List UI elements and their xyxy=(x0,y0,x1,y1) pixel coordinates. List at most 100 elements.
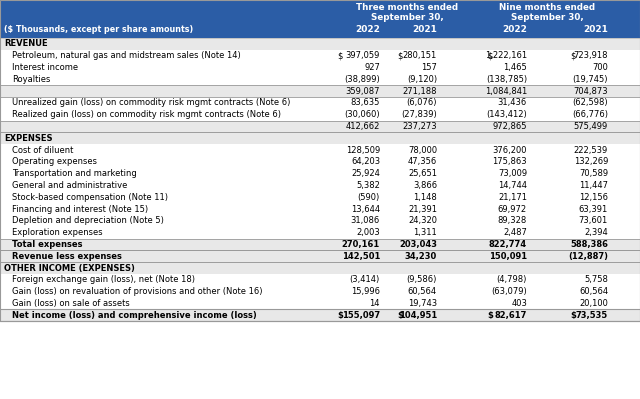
Bar xyxy=(0,168,640,180)
Text: 403: 403 xyxy=(511,299,527,308)
Bar xyxy=(0,192,640,203)
Text: 63,391: 63,391 xyxy=(579,205,608,213)
Text: Royalties: Royalties xyxy=(12,75,51,84)
Text: 73,601: 73,601 xyxy=(579,216,608,225)
Text: (4,798): (4,798) xyxy=(497,275,527,284)
Text: 21,391: 21,391 xyxy=(408,205,437,213)
Text: 704,873: 704,873 xyxy=(573,87,608,96)
Text: Gain (loss) on revaluation of provisions and other (Note 16): Gain (loss) on revaluation of provisions… xyxy=(12,287,262,296)
Text: $: $ xyxy=(397,311,403,320)
Text: Total expenses: Total expenses xyxy=(12,240,83,249)
Text: (66,776): (66,776) xyxy=(572,110,608,119)
Bar xyxy=(0,274,640,286)
Text: 82,617: 82,617 xyxy=(495,311,527,320)
Text: Petroleum, natural gas and midstream sales (Note 14): Petroleum, natural gas and midstream sal… xyxy=(12,51,241,60)
Bar xyxy=(0,61,640,73)
Text: Financing and interest (Note 15): Financing and interest (Note 15) xyxy=(12,205,148,213)
Bar xyxy=(0,120,640,132)
Text: OTHER INCOME (EXPENSES): OTHER INCOME (EXPENSES) xyxy=(4,264,135,273)
Text: 2,394: 2,394 xyxy=(584,228,608,237)
Text: 222,539: 222,539 xyxy=(573,146,608,154)
Text: 723,918: 723,918 xyxy=(573,51,608,60)
Text: Operating expenses: Operating expenses xyxy=(12,157,97,166)
Text: $: $ xyxy=(570,51,575,60)
Text: 1,148: 1,148 xyxy=(413,193,437,202)
Text: Nine months ended: Nine months ended xyxy=(499,4,595,12)
Text: Realized gain (loss) on commodity risk mgmt contracts (Note 6): Realized gain (loss) on commodity risk m… xyxy=(12,110,281,119)
Text: (19,745): (19,745) xyxy=(573,75,608,84)
Text: 575,499: 575,499 xyxy=(573,122,608,131)
Text: 5,382: 5,382 xyxy=(356,181,380,190)
Text: 64,203: 64,203 xyxy=(351,157,380,166)
Text: 47,356: 47,356 xyxy=(408,157,437,166)
Text: 237,273: 237,273 xyxy=(403,122,437,131)
Text: Three months ended: Three months ended xyxy=(356,4,458,12)
Text: 927: 927 xyxy=(364,63,380,72)
Bar xyxy=(0,203,640,215)
Text: Stock-based compensation (Note 11): Stock-based compensation (Note 11) xyxy=(12,193,168,202)
Text: 78,000: 78,000 xyxy=(408,146,437,154)
Text: $: $ xyxy=(487,51,492,60)
Text: (143,412): (143,412) xyxy=(486,110,527,119)
Text: 175,863: 175,863 xyxy=(492,157,527,166)
Text: 34,230: 34,230 xyxy=(404,252,437,261)
Bar xyxy=(0,286,640,298)
Bar xyxy=(0,73,640,85)
Text: $: $ xyxy=(397,51,403,60)
Text: 15,996: 15,996 xyxy=(351,287,380,296)
Text: (590): (590) xyxy=(358,193,380,202)
Text: Interest income: Interest income xyxy=(12,63,78,72)
Text: 31,086: 31,086 xyxy=(351,216,380,225)
Bar xyxy=(0,180,640,192)
Text: 2021: 2021 xyxy=(412,26,437,34)
Text: 700: 700 xyxy=(592,63,608,72)
Text: (9,586): (9,586) xyxy=(406,275,437,284)
Bar xyxy=(0,239,640,251)
Text: $: $ xyxy=(337,311,343,320)
Text: (6,076): (6,076) xyxy=(406,99,437,107)
Text: 2,003: 2,003 xyxy=(356,228,380,237)
Text: 359,087: 359,087 xyxy=(346,87,380,96)
Text: 2,487: 2,487 xyxy=(503,228,527,237)
Text: 73,535: 73,535 xyxy=(576,311,608,320)
Bar xyxy=(0,156,640,168)
Text: 104,951: 104,951 xyxy=(399,311,437,320)
Text: $: $ xyxy=(487,311,493,320)
Bar xyxy=(0,227,640,239)
Text: Foreign exchange gain (loss), net (Note 18): Foreign exchange gain (loss), net (Note … xyxy=(12,275,195,284)
Text: 70,589: 70,589 xyxy=(579,169,608,178)
Text: 150,091: 150,091 xyxy=(489,252,527,261)
Text: 376,200: 376,200 xyxy=(493,146,527,154)
Text: 73,009: 73,009 xyxy=(498,169,527,178)
Text: 60,564: 60,564 xyxy=(579,287,608,296)
Text: 588,386: 588,386 xyxy=(570,240,608,249)
Bar xyxy=(0,97,640,109)
Text: 270,161: 270,161 xyxy=(342,240,380,249)
Text: General and administrative: General and administrative xyxy=(12,181,127,190)
Text: 1,084,841: 1,084,841 xyxy=(484,87,527,96)
Bar xyxy=(0,0,640,38)
Text: ($ Thousands, except per share amounts): ($ Thousands, except per share amounts) xyxy=(4,26,193,34)
Text: 14,744: 14,744 xyxy=(498,181,527,190)
Text: (9,120): (9,120) xyxy=(407,75,437,84)
Text: 3,866: 3,866 xyxy=(413,181,437,190)
Text: Depletion and depreciation (Note 5): Depletion and depreciation (Note 5) xyxy=(12,216,164,225)
Bar xyxy=(0,50,640,61)
Text: September 30,: September 30, xyxy=(371,12,444,22)
Text: 822,774: 822,774 xyxy=(489,240,527,249)
Text: 157: 157 xyxy=(421,63,437,72)
Text: 412,662: 412,662 xyxy=(346,122,380,131)
Text: (62,598): (62,598) xyxy=(572,99,608,107)
Bar xyxy=(0,38,640,50)
Text: 69,972: 69,972 xyxy=(498,205,527,213)
Text: 142,501: 142,501 xyxy=(342,252,380,261)
Text: EXPENSES: EXPENSES xyxy=(4,134,52,143)
Text: (12,887): (12,887) xyxy=(568,252,608,261)
Text: 397,059: 397,059 xyxy=(346,51,380,60)
Text: Cost of diluent: Cost of diluent xyxy=(12,146,74,154)
Text: 89,328: 89,328 xyxy=(498,216,527,225)
Text: (38,899): (38,899) xyxy=(344,75,380,84)
Text: (3,414): (3,414) xyxy=(349,275,380,284)
Text: Net income (loss) and comprehensive income (loss): Net income (loss) and comprehensive inco… xyxy=(12,311,257,320)
Text: $: $ xyxy=(337,51,342,60)
